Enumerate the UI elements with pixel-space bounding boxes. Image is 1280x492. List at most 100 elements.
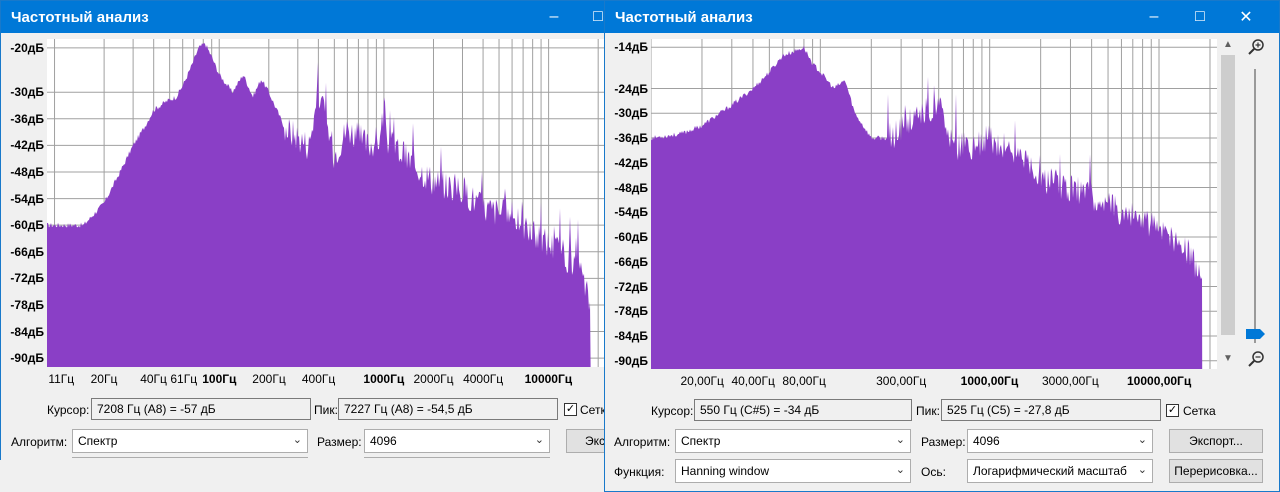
grid-checkbox[interactable]: ✓ [564, 403, 577, 416]
x-tick-label: 1000,00Гц [960, 374, 1019, 388]
y-tick-label: -24дБ [614, 81, 648, 96]
spectrum-chart [47, 39, 604, 367]
x-tick-label: 400Гц [301, 372, 336, 386]
y-tick-label: -36дБ [614, 131, 648, 145]
zoom-out-icon[interactable] [1248, 351, 1264, 367]
cursor-field[interactable]: 7208 Гц (A8) = -57 дБ [91, 398, 311, 420]
x-tick-label: 10000,00Гц [1127, 374, 1192, 388]
peak-label: Пик: [916, 404, 940, 418]
x-tick-label: 4000Гц [463, 372, 504, 386]
chevron-down-icon: ⌄ [534, 434, 544, 446]
x-tick-label: 2000Гц [413, 372, 454, 386]
function-select[interactable]: Hanning window ⌄ [675, 459, 911, 483]
minimize-icon[interactable]: – [549, 8, 559, 25]
spectrum-chart [651, 39, 1217, 369]
y-tick-label: -78дБ [10, 297, 44, 312]
y-tick-label: -72дБ [614, 279, 648, 294]
axis-label: Ось: [921, 465, 946, 479]
x-tick-label: 10000Гц [524, 372, 573, 386]
title-bar: Частотный анализ – □ [1, 1, 604, 33]
function-value: Hanning window [681, 464, 770, 478]
grid-checkbox[interactable]: ✓ [1166, 404, 1179, 417]
size-label: Размер: [921, 435, 966, 449]
size-select[interactable]: 4096 ⌄ [364, 429, 550, 453]
scroll-down-icon[interactable]: ▼ [1223, 353, 1233, 364]
y-tick-label: -42дБ [10, 138, 44, 153]
chevron-down-icon: ⌄ [895, 434, 905, 446]
window-title: Частотный анализ [11, 9, 149, 26]
peak-field[interactable]: 525 Гц (C5) = -27,8 дБ [941, 399, 1161, 421]
y-tick-label: -30дБ [10, 85, 44, 100]
algorithm-value: Спектр [78, 434, 118, 448]
scrollbar-thumb[interactable] [1221, 55, 1235, 335]
y-tick-label: -54дБ [10, 191, 44, 206]
spectrum-plot[interactable] [651, 39, 1217, 369]
y-tick-label: -48дБ [614, 180, 648, 195]
spectrum-area [651, 45, 1203, 369]
zoom-slider-thumb[interactable] [1246, 329, 1265, 339]
window-title: Частотный анализ [615, 9, 753, 26]
cursor-label: Курсор: [47, 403, 90, 417]
grid-label: Сетка [580, 403, 604, 417]
algorithm-label: Алгоритм: [614, 435, 671, 449]
y-tick-label: -48дБ [10, 164, 44, 179]
y-tick-label: -54дБ [614, 205, 648, 220]
peak-field[interactable]: 7227 Гц (A8) = -54,5 дБ [338, 398, 558, 420]
x-tick-label: 100Гц [202, 372, 237, 386]
size-value: 4096 [973, 434, 1000, 448]
chevron-down-icon: ⌄ [1137, 464, 1147, 476]
x-tick-label: 1000Гц [363, 372, 405, 386]
y-tick-label: -36дБ [10, 111, 44, 126]
spectrum-plot[interactable] [47, 39, 604, 367]
cursor-field[interactable]: 550 Гц (C#5) = -34 дБ [694, 399, 912, 421]
cursor-label: Курсор: [651, 404, 694, 418]
y-tick-label: -20дБ [10, 40, 44, 55]
export-button[interactable]: Экспор [566, 429, 604, 453]
frequency-analysis-window-1: Частотный анализ – □ -20дБ -30дБ -36дБ -42д… [0, 0, 604, 460]
x-tick-label: 61Гц [170, 372, 198, 386]
maximize-icon[interactable]: □ [1195, 8, 1205, 25]
zoom-controls [1246, 39, 1265, 367]
y-tick-label: -60дБ [614, 230, 648, 244]
x-tick-label: 40,00Гц [731, 374, 775, 388]
function-select-edge [72, 457, 308, 460]
close-icon[interactable]: ✕ [1239, 9, 1253, 26]
y-tick-label: -60дБ [10, 218, 44, 233]
scroll-up-icon[interactable]: ▲ [1223, 39, 1233, 50]
axis-select-edge [364, 457, 550, 460]
algorithm-select[interactable]: Спектр ⌄ [72, 429, 308, 453]
replot-button[interactable]: Перерисовка... [1169, 459, 1263, 483]
x-tick-label: 80,00Гц [782, 374, 826, 388]
algorithm-value: Спектр [681, 434, 721, 448]
y-tick-label: -66дБ [10, 244, 44, 259]
chevron-down-icon: ⌄ [292, 434, 302, 446]
grid-label: Сетка [1183, 404, 1216, 418]
x-tick-label: 300,00Гц [876, 374, 927, 388]
y-tick-label: -66дБ [614, 254, 648, 269]
y-tick-label: -42дБ [614, 155, 648, 170]
axis-select[interactable]: Логарифмический масштаб ⌄ [967, 459, 1153, 483]
y-tick-label: -78дБ [614, 304, 648, 319]
maximize-icon[interactable]: □ [593, 8, 603, 25]
x-tick-label: 200Гц [252, 372, 286, 386]
export-button[interactable]: Экспорт... [1169, 429, 1263, 453]
algorithm-label: Алгоритм: [11, 435, 68, 449]
chevron-down-icon: ⌄ [895, 464, 905, 476]
frequency-analysis-window-2: Частотный анализ – □ ✕ -14дБ -24дБ -30дБ -3… [604, 0, 1280, 492]
size-value: 4096 [370, 434, 397, 448]
axis-value: Логарифмический масштаб [973, 464, 1127, 478]
y-tick-label: -72дБ [10, 271, 44, 286]
zoom-in-icon[interactable] [1248, 39, 1264, 55]
x-tick-label: 40Гц [140, 372, 167, 386]
title-bar: Частотный анализ – □ ✕ [605, 1, 1279, 33]
size-select[interactable]: 4096 ⌄ [967, 429, 1153, 453]
y-tick-label: -30дБ [614, 106, 648, 121]
minimize-icon[interactable]: – [1149, 8, 1159, 25]
vertical-scrollbar[interactable]: ▲ ▼ [1219, 39, 1237, 369]
y-tick-label: -90дБ [614, 353, 648, 368]
algorithm-select[interactable]: Спектр ⌄ [675, 429, 911, 453]
spectrum-area [47, 42, 591, 367]
y-tick-label: -84дБ [614, 329, 648, 343]
x-tick-label: 20,00Гц [680, 374, 724, 388]
x-tick-label: 20Гц [90, 372, 118, 386]
